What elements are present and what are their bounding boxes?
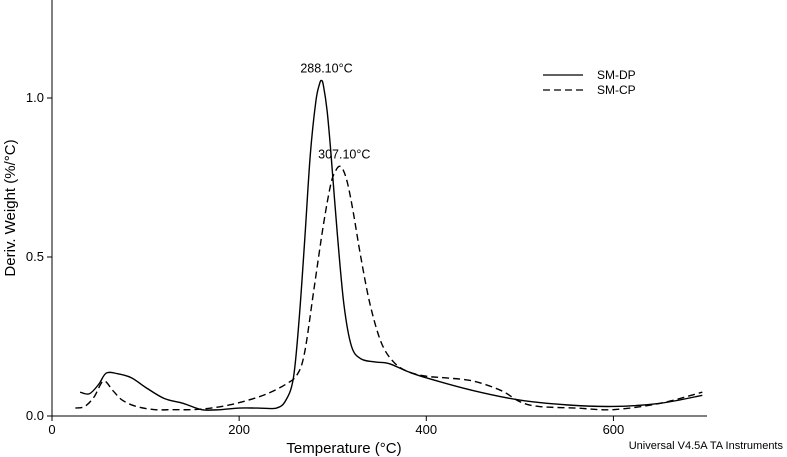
legend-label-sm-cp: SM-CP [597,83,636,97]
peak-annotation: 307.10°C [318,147,370,161]
peak-annotation: 288.10°C [300,62,352,76]
annotations: 288.10°C 307.10°C [300,62,370,162]
legend: SM-DP SM-CP [543,68,636,97]
legend-label-sm-dp: SM-DP [597,68,636,82]
series-group [75,79,703,411]
x-tick-label: 400 [415,422,437,437]
x-axis-title: Temperature (°C) [286,440,401,457]
axes [51,0,707,417]
x-tick-label: 0 [48,422,55,437]
series-line-sm-dp [79,79,703,411]
x-tick-label: 600 [603,422,625,437]
y-ticks: 0.0 0.5 1.0 [26,90,52,423]
y-axis-title: Deriv. Weight (%/°C) [2,139,19,276]
y-tick-label: 0.5 [26,249,44,264]
y-tick-label: 1.0 [26,90,44,105]
x-tick-label: 200 [228,422,250,437]
series-line-sm-cp [75,165,703,411]
x-ticks: 0 200 400 600 [48,416,624,437]
y-tick-label: 0.0 [26,408,44,423]
footer-text: Universal V4.5A TA Instruments [629,440,784,452]
